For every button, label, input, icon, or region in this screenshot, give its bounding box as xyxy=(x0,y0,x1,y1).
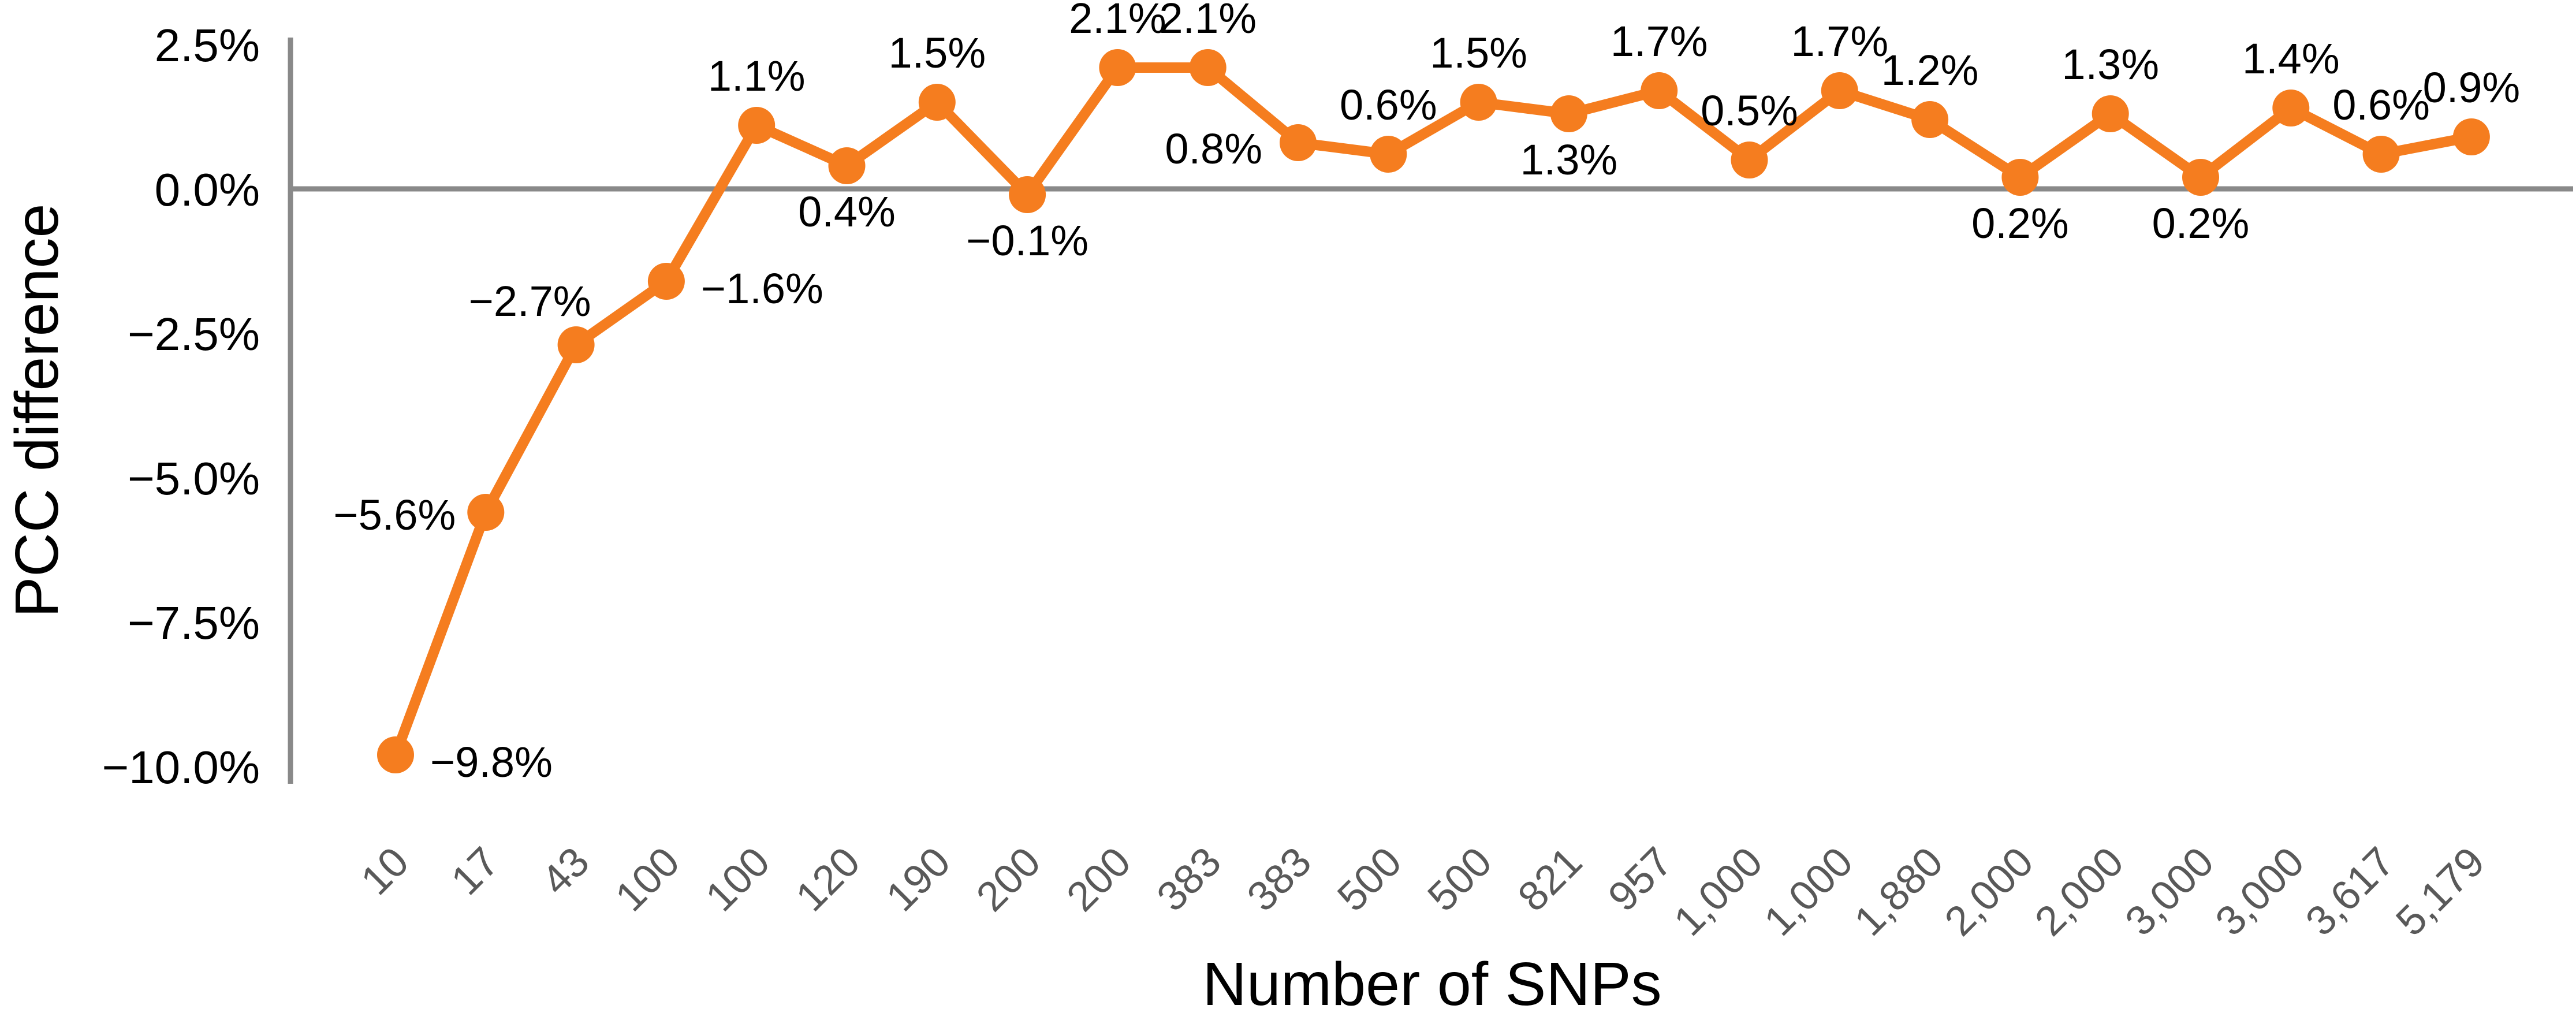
data-point-label: −5.6% xyxy=(333,491,456,539)
x-tick-label: 2,000 xyxy=(1936,839,2042,945)
data-point-label: 1.4% xyxy=(2242,35,2340,83)
data-point-label: 1.1% xyxy=(708,52,806,100)
y-tick-label: 2.5% xyxy=(155,20,260,71)
data-point-label: 1.3% xyxy=(2061,40,2159,88)
data-point-label: 2.1% xyxy=(1159,0,1257,42)
x-tick-label: 3,617 xyxy=(2297,839,2403,945)
data-point-marker xyxy=(738,107,776,144)
data-point-marker xyxy=(2272,90,2310,126)
data-point-marker xyxy=(1911,101,1949,138)
x-tick-label: 100 xyxy=(607,839,689,921)
data-point-marker xyxy=(1280,124,1317,161)
x-tick-label: 43 xyxy=(533,839,598,904)
data-point-label: −9.8% xyxy=(430,738,553,786)
x-tick-label: 17 xyxy=(442,839,508,904)
data-point-marker xyxy=(1460,84,1497,121)
x-tick-label: 200 xyxy=(968,839,1050,921)
x-axis-tick-labels: 10 17 43 100 100 120 190 200 200 383 383 500 500 821 9… xyxy=(352,839,2493,945)
data-point-marker xyxy=(1731,142,1768,178)
data-point-label: 0.2% xyxy=(1971,199,2069,247)
data-point-label: 1.3% xyxy=(1520,136,1618,184)
x-tick-label: 120 xyxy=(787,839,869,921)
data-point-label: 1.5% xyxy=(1430,29,1527,77)
data-point-label: −0.1% xyxy=(966,217,1088,265)
x-tick-label: 383 xyxy=(1239,839,1321,921)
y-tick-label: −2.5% xyxy=(128,308,260,360)
data-point-marker xyxy=(2001,159,2039,196)
y-axis-title: PCC difference xyxy=(3,204,71,618)
y-tick-label: −7.5% xyxy=(128,597,260,649)
x-axis-title: Number of SNPs xyxy=(1202,950,1661,1018)
data-point-label: −1.6% xyxy=(701,265,823,312)
x-tick-label: 500 xyxy=(1419,839,1501,921)
data-point-marker xyxy=(2452,118,2490,155)
data-point-label: 0.6% xyxy=(1340,81,1437,129)
y-tick-label: 0.0% xyxy=(155,164,260,215)
data-point-marker xyxy=(918,84,956,121)
x-tick-label: 383 xyxy=(1148,839,1230,921)
x-tick-label: 1,880 xyxy=(1846,839,1952,945)
x-tick-label: 10 xyxy=(352,839,417,904)
data-point-marker xyxy=(1189,49,1227,86)
data-point-marker xyxy=(1641,72,1678,109)
data-point-marker xyxy=(467,494,505,531)
data-point-label: 1.7% xyxy=(1611,17,1708,65)
data-point-marker xyxy=(828,147,866,184)
data-point-marker xyxy=(377,736,414,773)
x-tick-label: 2,000 xyxy=(2026,839,2133,945)
y-axis-tick-labels: 2.5% 0.0% −2.5% −5.0% −7.5% −10.0% xyxy=(102,20,260,793)
data-point-marker xyxy=(2362,136,2400,173)
data-point-label: 0.6% xyxy=(2332,81,2430,129)
y-tick-label: −10.0% xyxy=(102,742,260,793)
x-tick-label: 1,000 xyxy=(1665,839,1772,945)
data-point-label: 1.2% xyxy=(1881,46,1979,94)
data-point-label: 0.4% xyxy=(798,188,896,236)
x-tick-label: 200 xyxy=(1058,839,1140,921)
x-tick-label: 1,000 xyxy=(1755,839,1862,945)
data-point-label: 1.7% xyxy=(1791,17,1888,65)
data-point-marker xyxy=(1370,136,1407,173)
y-tick-label: −5.0% xyxy=(128,453,260,504)
data-point-label: 0.9% xyxy=(2423,64,2521,111)
data-point-marker xyxy=(1821,72,1858,109)
x-tick-label: 100 xyxy=(697,839,779,921)
data-point-marker xyxy=(557,326,595,363)
data-point-label: 1.5% xyxy=(888,29,986,77)
x-tick-label: 500 xyxy=(1329,839,1411,921)
data-point-marker xyxy=(2182,159,2219,196)
data-point-label: −2.7% xyxy=(469,277,591,325)
data-point-label: 2.1% xyxy=(1069,0,1166,42)
data-point-label: 0.2% xyxy=(2152,199,2250,247)
x-tick-label: 190 xyxy=(878,839,960,921)
data-point-labels: −9.8% −5.6% −2.7% −1.6% 1.1% 0.4% 1.5% −0.1% 2.1… xyxy=(333,0,2520,786)
x-tick-label: 821 xyxy=(1509,839,1591,921)
x-tick-label: 3,000 xyxy=(2207,839,2313,945)
data-point-markers xyxy=(377,49,2490,773)
data-point-label: 0.5% xyxy=(1701,87,1798,135)
series-line xyxy=(390,62,2477,760)
x-tick-label: 3,000 xyxy=(2116,839,2223,945)
series-line-path xyxy=(390,62,2477,760)
data-point-marker xyxy=(2092,95,2129,132)
data-point-label: 0.8% xyxy=(1165,125,1262,173)
data-point-marker xyxy=(647,263,685,300)
data-point-marker xyxy=(1550,95,1587,132)
data-point-marker xyxy=(1099,49,1136,86)
x-tick-label: 5,179 xyxy=(2387,839,2493,945)
data-point-marker xyxy=(1009,176,1046,213)
